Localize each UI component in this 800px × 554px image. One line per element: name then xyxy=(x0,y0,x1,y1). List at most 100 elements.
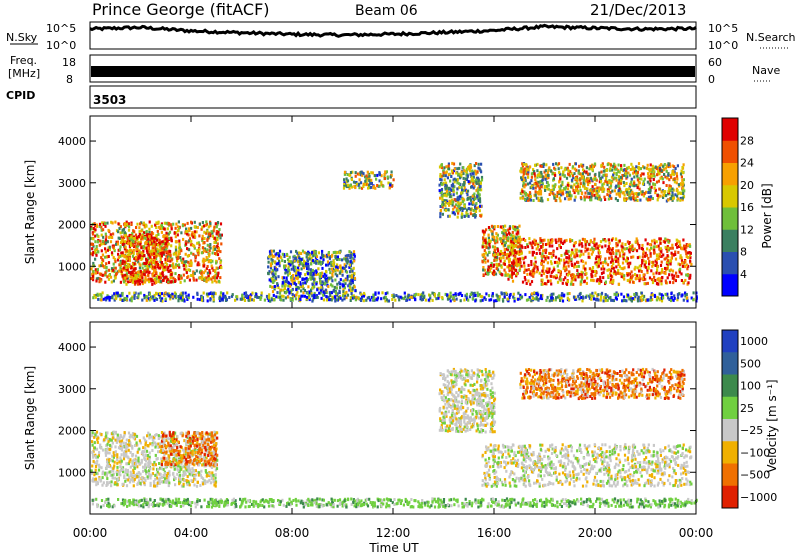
data-cell xyxy=(686,243,689,247)
data-cell xyxy=(303,263,306,267)
data-cell xyxy=(128,256,131,260)
data-cell xyxy=(165,275,168,279)
data-cell xyxy=(214,273,217,277)
data-cell xyxy=(164,261,167,264)
data-cell xyxy=(568,184,571,188)
data-cell xyxy=(185,295,188,298)
data-cell xyxy=(632,192,635,196)
data-cell xyxy=(161,246,164,250)
data-cell xyxy=(336,268,339,272)
data-cell xyxy=(649,169,652,173)
data-cell xyxy=(526,193,529,197)
data-cell xyxy=(159,276,163,280)
data-cell xyxy=(167,242,170,246)
data-cell xyxy=(106,248,109,252)
data-cell xyxy=(606,193,609,197)
data-cell xyxy=(202,260,205,264)
data-cell xyxy=(165,254,168,258)
data-cell xyxy=(530,263,533,267)
data-cell xyxy=(453,185,456,189)
data-cell xyxy=(649,254,652,258)
data-cell xyxy=(666,260,669,264)
data-cell xyxy=(162,274,165,278)
data-cell xyxy=(170,227,173,231)
data-cell xyxy=(642,194,645,198)
data-cell xyxy=(306,259,309,263)
data-cell xyxy=(616,184,620,188)
data-cell xyxy=(580,259,583,263)
data-cell xyxy=(678,270,681,274)
data-cell xyxy=(326,260,330,264)
data-cell xyxy=(458,197,461,201)
data-cell xyxy=(458,182,461,186)
data-cell xyxy=(195,230,198,234)
data-cell xyxy=(304,262,308,266)
data-cell xyxy=(129,278,132,282)
data-cell xyxy=(559,273,562,277)
data-cell xyxy=(463,203,466,207)
noise-right-ytick-bottom: 10^0 xyxy=(708,39,738,52)
data-cell xyxy=(208,252,211,256)
data-cell xyxy=(620,292,623,296)
data-cell xyxy=(448,203,451,207)
data-cell xyxy=(647,256,650,260)
data-cell xyxy=(100,264,103,268)
data-cell xyxy=(513,297,516,300)
data-cell xyxy=(627,171,630,175)
data-cell xyxy=(633,181,636,185)
data-cell xyxy=(111,221,114,225)
data-cell xyxy=(602,173,605,177)
data-cell xyxy=(322,274,325,278)
data-cell xyxy=(275,262,278,266)
data-cell xyxy=(292,281,295,285)
data-cell xyxy=(653,186,656,190)
data-cell xyxy=(683,244,686,248)
data-cell xyxy=(617,163,620,167)
data-cell xyxy=(382,184,385,188)
data-cell xyxy=(184,252,187,256)
data-cell xyxy=(152,259,155,263)
data-cell xyxy=(502,232,505,236)
data-cell xyxy=(175,222,178,226)
data-cell xyxy=(566,252,569,255)
data-cell xyxy=(217,230,220,234)
data-cell xyxy=(351,261,354,265)
data-cell xyxy=(92,237,95,241)
data-cell xyxy=(122,266,125,270)
data-cell xyxy=(445,194,448,198)
data-cell xyxy=(455,171,458,175)
data-cell xyxy=(626,261,629,265)
data-cell xyxy=(538,186,541,190)
data-cell xyxy=(635,169,638,173)
data-cell xyxy=(353,259,356,263)
data-cell xyxy=(653,245,656,249)
data-cell xyxy=(486,241,489,245)
data-cell xyxy=(486,253,489,257)
data-cell xyxy=(307,285,310,289)
data-cell xyxy=(610,179,613,183)
data-cell xyxy=(524,183,527,187)
data-cell xyxy=(534,163,537,167)
data-cell xyxy=(552,298,555,302)
data-cell xyxy=(299,272,302,276)
data-cell xyxy=(284,271,287,275)
data-cell xyxy=(546,181,549,185)
data-cell xyxy=(533,243,537,247)
data-cell xyxy=(602,296,605,300)
data-cell xyxy=(663,193,666,197)
data-cell xyxy=(591,246,594,250)
data-cell xyxy=(113,266,116,270)
data-cell xyxy=(210,277,213,281)
data-cell xyxy=(384,170,387,174)
data-cell xyxy=(460,186,463,189)
data-cell xyxy=(345,259,348,263)
data-cell xyxy=(578,297,581,301)
data-cell xyxy=(580,273,583,277)
data-cell xyxy=(211,266,214,270)
data-cell xyxy=(139,242,142,246)
data-cell xyxy=(655,271,658,275)
data-cell xyxy=(471,178,474,182)
data-cell xyxy=(205,250,208,253)
data-cell xyxy=(474,208,477,212)
data-cell xyxy=(592,297,596,301)
